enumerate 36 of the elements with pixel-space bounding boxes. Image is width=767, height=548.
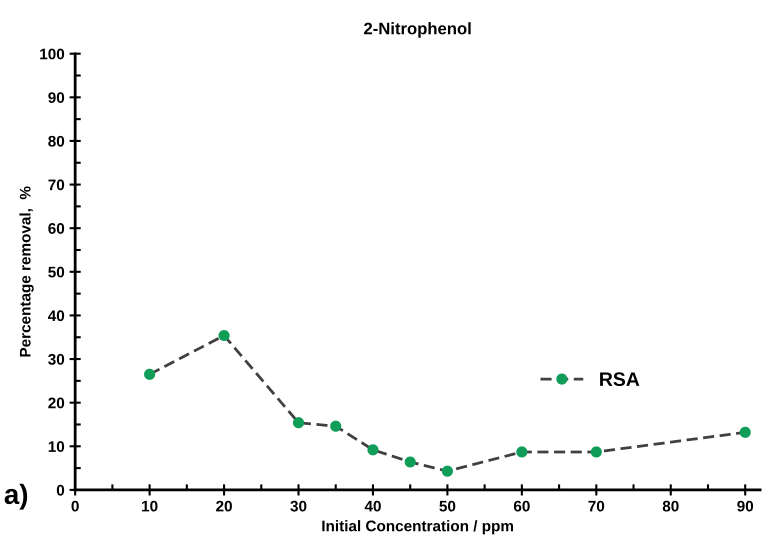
x-tick-label: 0 [72, 500, 79, 512]
point [144, 368, 156, 380]
x-tick-label: 70 [588, 500, 604, 512]
point [292, 417, 304, 428]
point [516, 446, 528, 458]
y-tick-label: 70 [48, 179, 64, 190]
point [590, 446, 602, 458]
x-tick-label: 50 [439, 500, 456, 512]
x-tick-label: 60 [514, 500, 530, 512]
point [218, 330, 230, 342]
point [404, 456, 416, 468]
y-tick-label: 0 [56, 484, 64, 496]
y-tick-label: 20 [48, 398, 64, 408]
x-tick-label: 30 [290, 500, 306, 512]
x-tick-label: 20 [216, 500, 232, 512]
x-axis-title: Initial Concentration / ppm [322, 520, 514, 534]
y-tick-label: 40 [48, 310, 64, 322]
y-tick-label: 50 [48, 266, 64, 278]
y-tick-label: 60 [48, 223, 64, 234]
x-tick-label: 10 [142, 500, 158, 512]
y-tick-label: 10 [48, 441, 64, 452]
point [367, 444, 379, 456]
point [442, 466, 453, 477]
legend-label: RSA [600, 372, 640, 386]
x-tick-label: 80 [662, 500, 679, 512]
y-tick-label: 90 [48, 92, 64, 104]
y-tick-label: 100 [40, 48, 64, 60]
chart-title: 2-Nitrophenol [364, 22, 471, 38]
x-tick-label: 90 [737, 500, 754, 512]
text: a) [4, 484, 28, 510]
y-tick-label: 30 [48, 354, 64, 365]
point [740, 426, 751, 438]
point [330, 420, 342, 432]
y-tick-label: 80 [48, 136, 64, 147]
x-tick-label: 40 [364, 500, 381, 512]
y-axis-title: Percentage removal, % [19, 186, 34, 357]
